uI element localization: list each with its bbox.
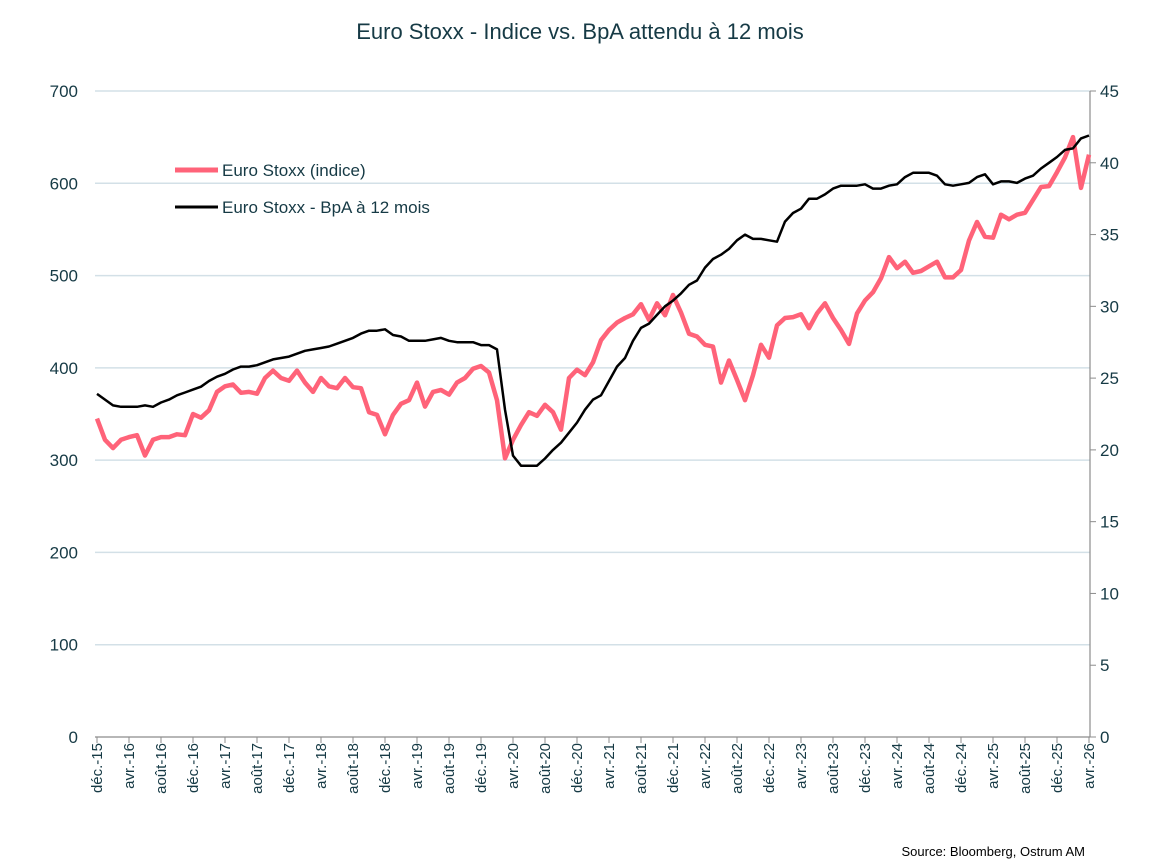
y-right-tick-label: 45 bbox=[1100, 82, 1119, 101]
x-tick-label: août-17 bbox=[249, 743, 266, 794]
series-line-index bbox=[94, 134, 1092, 461]
x-tick-label: avr.-21 bbox=[601, 743, 618, 789]
y-right-tick-label: 30 bbox=[1100, 297, 1119, 316]
y-right-tick-label: 40 bbox=[1100, 154, 1119, 173]
y-right-tick-label: 5 bbox=[1100, 656, 1109, 675]
y-right-tick-label: 35 bbox=[1100, 226, 1119, 245]
x-tick-label: avr.-16 bbox=[121, 743, 138, 789]
y-right-tick-label: 0 bbox=[1100, 728, 1109, 747]
x-tick-label: déc.-23 bbox=[857, 743, 874, 793]
x-tick-label: déc.-16 bbox=[185, 743, 202, 793]
y-left-tick-label: 100 bbox=[50, 636, 78, 655]
x-tick-label: avr.-20 bbox=[505, 743, 522, 789]
x-tick-label: août-23 bbox=[825, 743, 842, 794]
x-tick-label: août-24 bbox=[921, 743, 938, 794]
y-right-tick-label: 25 bbox=[1100, 369, 1119, 388]
source-note: Source: Bloomberg, Ostrum AM bbox=[901, 844, 1085, 859]
x-tick-label: avr.-24 bbox=[889, 743, 906, 789]
x-tick-label: août-22 bbox=[729, 743, 746, 794]
y-left-tick-label: 200 bbox=[50, 543, 78, 562]
x-tick-label: déc.-18 bbox=[377, 743, 394, 793]
legend-label-index: Euro Stoxx (indice) bbox=[222, 161, 366, 180]
series-lines bbox=[94, 134, 1092, 467]
y-right-tick-label: 20 bbox=[1100, 441, 1119, 460]
legend-label-eps: Euro Stoxx - BpA à 12 mois bbox=[222, 198, 430, 217]
axes: 0 100 200 300 400 500 600 700 0 5 10 15 20 25 30 35 40 45… bbox=[50, 82, 1119, 794]
x-tick-label: août-25 bbox=[1017, 743, 1034, 794]
x-tick-label: avr.-17 bbox=[217, 743, 234, 789]
chart-title: Euro Stoxx - Indice vs. BpA attendu à 12… bbox=[356, 19, 804, 44]
x-tick-label: déc.-25 bbox=[1049, 743, 1066, 793]
x-tick-label: avr.-18 bbox=[313, 743, 330, 789]
legend: Euro Stoxx (indice) Euro Stoxx - BpA à 1… bbox=[175, 161, 430, 217]
x-tick-label: août-16 bbox=[153, 743, 170, 794]
gridlines bbox=[95, 90, 1090, 646]
x-tick-label: avr.-23 bbox=[793, 743, 810, 789]
y-left-tick-label: 500 bbox=[50, 267, 78, 286]
y-right-tick-label: 10 bbox=[1100, 584, 1119, 603]
y-left-tick-label: 600 bbox=[50, 174, 78, 193]
x-tick-label: déc.-20 bbox=[569, 743, 586, 793]
x-tick-label: déc.-19 bbox=[473, 743, 490, 793]
x-tick-label: déc.-21 bbox=[665, 743, 682, 793]
x-tick-label: avr.-25 bbox=[985, 743, 1002, 789]
y-left-tick-label: 0 bbox=[69, 728, 78, 747]
x-tick-label: déc.-22 bbox=[761, 743, 778, 793]
x-tick-label: août-20 bbox=[537, 743, 554, 794]
x-tick-label: avr.-22 bbox=[697, 743, 714, 789]
y-right-tick-label: 15 bbox=[1100, 513, 1119, 532]
x-tick-label: août-18 bbox=[345, 743, 362, 794]
x-tick-label: avr.-19 bbox=[409, 743, 426, 789]
x-tick-label: déc.-17 bbox=[281, 743, 298, 793]
x-tick-label: déc.-24 bbox=[953, 743, 970, 793]
x-tick-label: avr.-26 bbox=[1081, 743, 1098, 789]
series-line-eps bbox=[96, 134, 1090, 467]
y-left-tick-label: 400 bbox=[50, 359, 78, 378]
x-tick-label: août-19 bbox=[441, 743, 458, 794]
y-left-tick-label: 300 bbox=[50, 451, 78, 470]
x-tick-label: déc.-15 bbox=[89, 743, 106, 793]
x-tick-label: août-21 bbox=[633, 743, 650, 794]
y-left-tick-label: 700 bbox=[50, 82, 78, 101]
